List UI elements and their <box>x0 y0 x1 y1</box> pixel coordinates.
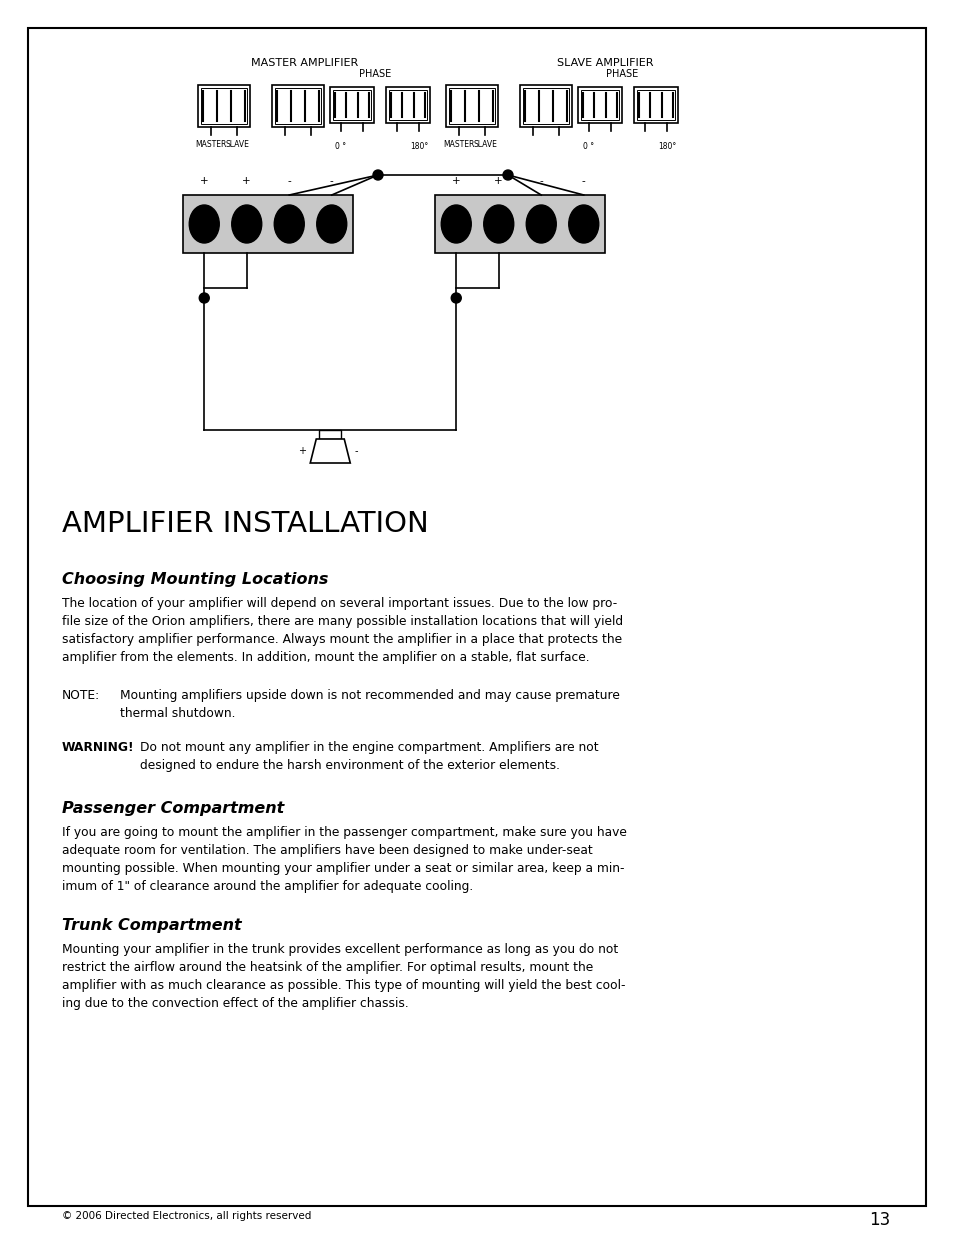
Bar <box>446 85 497 127</box>
Text: -: - <box>287 177 291 186</box>
Bar <box>183 195 353 253</box>
Text: 0 °: 0 ° <box>583 142 594 151</box>
Text: Mounting amplifiers upside down is not recommended and may cause premature
therm: Mounting amplifiers upside down is not r… <box>120 689 619 720</box>
Bar <box>449 88 495 124</box>
Text: 180°: 180° <box>410 142 428 151</box>
Text: Trunk Compartment: Trunk Compartment <box>62 918 241 932</box>
Text: +: + <box>494 177 502 186</box>
Bar <box>389 90 427 120</box>
Text: Mounting your amplifier in the trunk provides excellent performance as long as y: Mounting your amplifier in the trunk pro… <box>62 944 625 1010</box>
Text: PHASE: PHASE <box>358 69 391 79</box>
Ellipse shape <box>526 205 556 243</box>
Ellipse shape <box>502 170 513 180</box>
Bar <box>580 90 618 120</box>
Text: +: + <box>452 177 460 186</box>
Ellipse shape <box>189 205 219 243</box>
Text: Do not mount any amplifier in the engine compartment. Amplifiers are not
designe: Do not mount any amplifier in the engine… <box>140 741 598 772</box>
Bar <box>274 88 320 124</box>
Text: SLAVE AMPLIFIER: SLAVE AMPLIFIER <box>557 58 653 68</box>
Ellipse shape <box>232 205 261 243</box>
Ellipse shape <box>373 170 382 180</box>
Text: +: + <box>298 446 306 456</box>
Polygon shape <box>310 438 350 463</box>
Text: 180°: 180° <box>658 142 676 151</box>
Text: © 2006 Directed Electronics, all rights reserved: © 2006 Directed Electronics, all rights … <box>62 1212 311 1221</box>
Bar <box>578 86 621 124</box>
Text: SLAVE: SLAVE <box>225 140 249 149</box>
Ellipse shape <box>316 205 346 243</box>
Ellipse shape <box>568 205 598 243</box>
Text: MASTER: MASTER <box>443 140 475 149</box>
Bar <box>522 88 568 124</box>
Bar <box>435 195 604 253</box>
Bar <box>634 86 678 124</box>
Ellipse shape <box>274 205 304 243</box>
Text: -: - <box>538 177 542 186</box>
Text: +: + <box>242 177 251 186</box>
Text: AMPLIFIER INSTALLATION: AMPLIFIER INSTALLATION <box>62 510 428 538</box>
Text: 13: 13 <box>868 1212 889 1229</box>
Bar <box>272 85 324 127</box>
Text: -: - <box>354 446 357 456</box>
Bar <box>330 86 374 124</box>
Bar <box>333 90 371 120</box>
Bar <box>198 85 250 127</box>
Text: If you are going to mount the amplifier in the passenger compartment, make sure : If you are going to mount the amplifier … <box>62 826 626 893</box>
Text: SLAVE: SLAVE <box>473 140 497 149</box>
Bar <box>519 85 572 127</box>
Bar <box>637 90 675 120</box>
Text: The location of your amplifier will depend on several important issues. Due to t: The location of your amplifier will depe… <box>62 597 622 664</box>
Text: -: - <box>581 177 585 186</box>
Text: NOTE:: NOTE: <box>62 689 100 701</box>
Ellipse shape <box>441 205 471 243</box>
Ellipse shape <box>451 293 460 303</box>
Ellipse shape <box>483 205 514 243</box>
Text: 0 °: 0 ° <box>335 142 346 151</box>
Ellipse shape <box>199 293 209 303</box>
Bar <box>319 430 341 438</box>
Text: PHASE: PHASE <box>605 69 638 79</box>
Text: Passenger Compartment: Passenger Compartment <box>62 802 284 816</box>
Text: MASTER AMPLIFIER: MASTER AMPLIFIER <box>251 58 358 68</box>
Text: -: - <box>330 177 334 186</box>
Bar <box>201 88 247 124</box>
Text: Choosing Mounting Locations: Choosing Mounting Locations <box>62 572 328 587</box>
Text: MASTER: MASTER <box>195 140 227 149</box>
Bar <box>386 86 430 124</box>
Text: +: + <box>200 177 209 186</box>
Text: WARNING!: WARNING! <box>62 741 134 755</box>
